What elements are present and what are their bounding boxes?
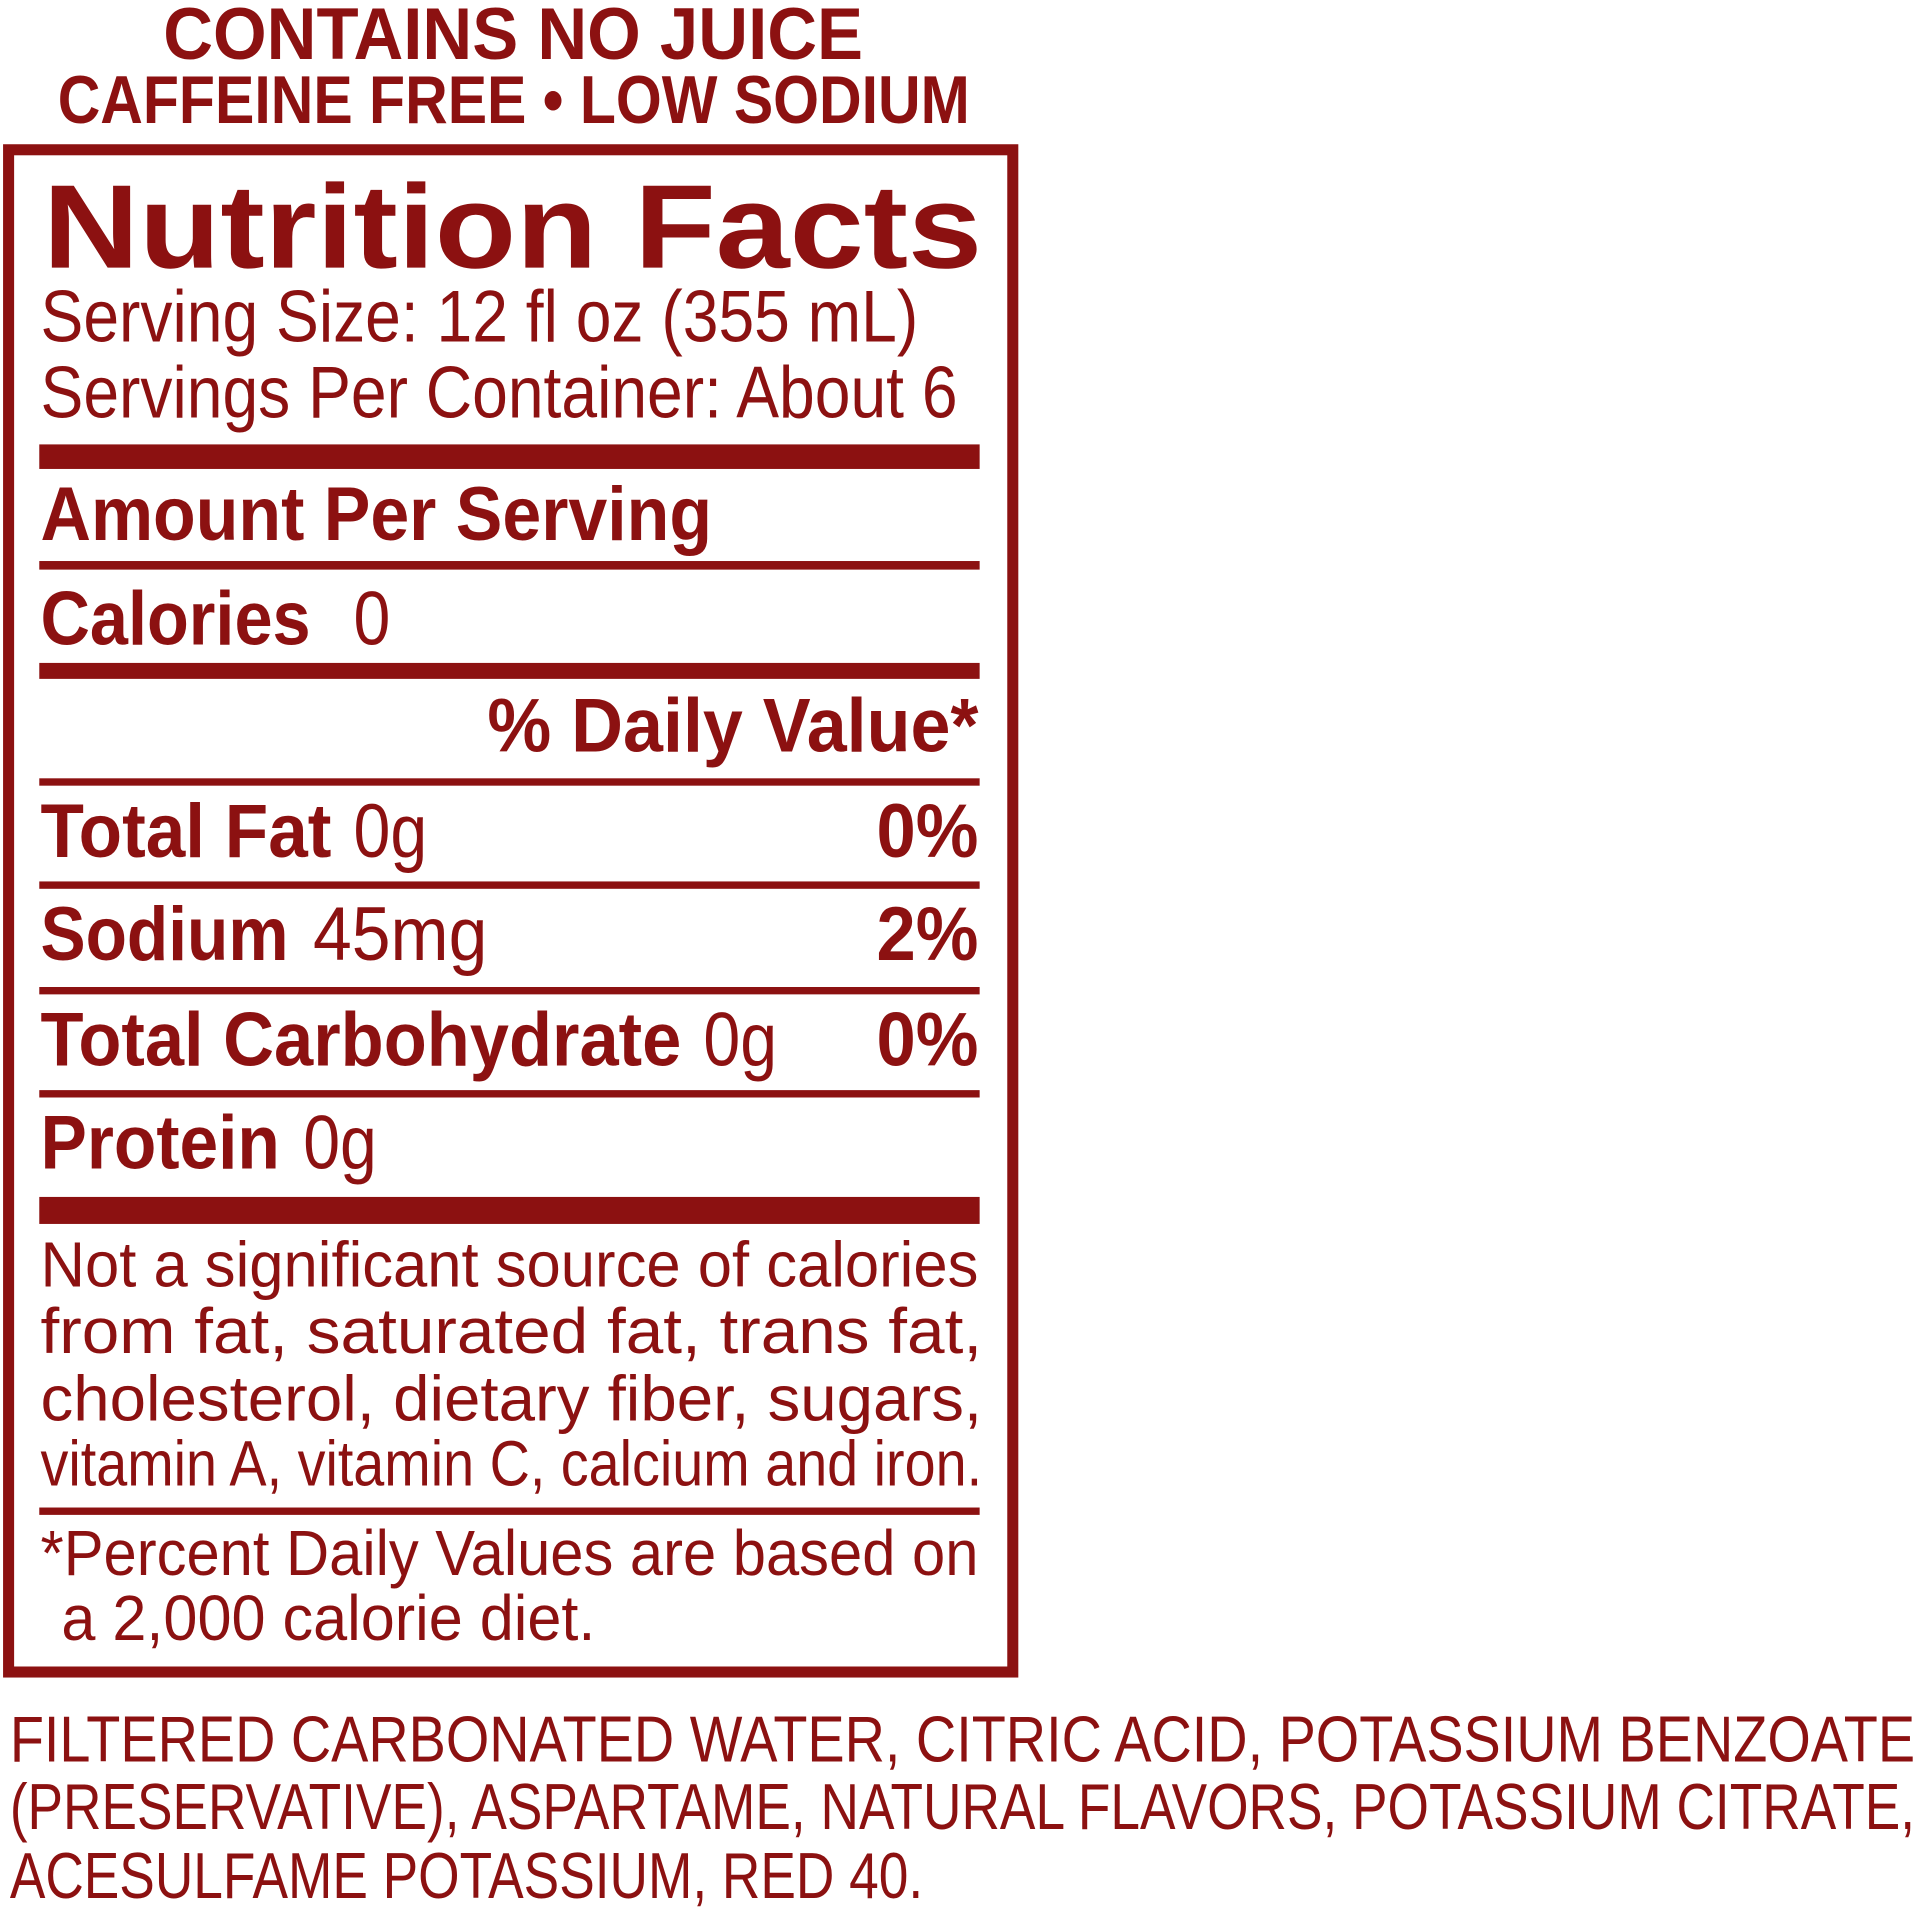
nutrient-daily-value: 0% xyxy=(877,789,979,874)
nutrient-amount: 0g xyxy=(703,998,777,1083)
nutrient-amount: 45mg xyxy=(313,892,487,977)
ingredients-line: FILTERED CARBONATED WATER, CITRIC ACID, … xyxy=(10,1703,1915,1776)
divider xyxy=(39,1196,980,1224)
nutrient-name: Total Fat xyxy=(41,789,332,874)
divider xyxy=(39,444,980,469)
divider xyxy=(39,662,980,679)
note-line: Not a significant source of calories xyxy=(41,1229,979,1301)
claim: CAFFEINE FREE • LOW SODIUM xyxy=(58,63,970,138)
serving-size: Serving Size: 12 fl oz (355 mL) xyxy=(41,274,919,357)
amount-header: Amount Per Serving xyxy=(41,472,713,557)
divider xyxy=(39,881,980,889)
panel-title: Nutrition Facts xyxy=(43,161,982,294)
nutrient-amount: 0g xyxy=(354,789,428,874)
nutrient-name: Sodium xyxy=(41,892,289,977)
daily-value-header: % Daily Value* xyxy=(487,683,978,768)
divider xyxy=(39,1090,980,1098)
calories-value: 0 xyxy=(354,577,391,662)
divider xyxy=(39,1507,980,1515)
nutrient-name: Protein xyxy=(41,1101,280,1186)
nutrient-daily-value: 2% xyxy=(877,892,979,977)
divider xyxy=(39,561,980,570)
divider xyxy=(39,778,980,786)
footnote-line: *Percent Daily Values are based on xyxy=(41,1517,979,1589)
nutrient-daily-value: 0% xyxy=(877,998,979,1083)
ingredients-line: ACESULFAME POTASSIUM, RED 40. xyxy=(10,1839,923,1912)
calories-label: Calories xyxy=(41,577,311,662)
footnote-line: a 2,000 calorie diet. xyxy=(61,1582,595,1654)
divider xyxy=(39,987,980,995)
panel-border xyxy=(3,144,1019,1678)
ingredients-line: (PRESERVATIVE), ASPARTAME, NATURAL FLAVO… xyxy=(10,1770,1915,1843)
nutrient-amount: 0g xyxy=(303,1101,377,1186)
note-line: vitamin A, vitamin C, calcium and iron. xyxy=(41,1427,983,1499)
servings-per-container: Servings Per Container: About 6 xyxy=(41,350,958,433)
claim: CONTAINS NO JUICE xyxy=(163,0,863,75)
note-line: cholesterol, dietary fiber, sugars, xyxy=(41,1362,983,1434)
nutrient-name: Total Carbohydrate xyxy=(41,998,682,1083)
note-line: from fat, saturated fat, trans fat, xyxy=(41,1295,983,1367)
